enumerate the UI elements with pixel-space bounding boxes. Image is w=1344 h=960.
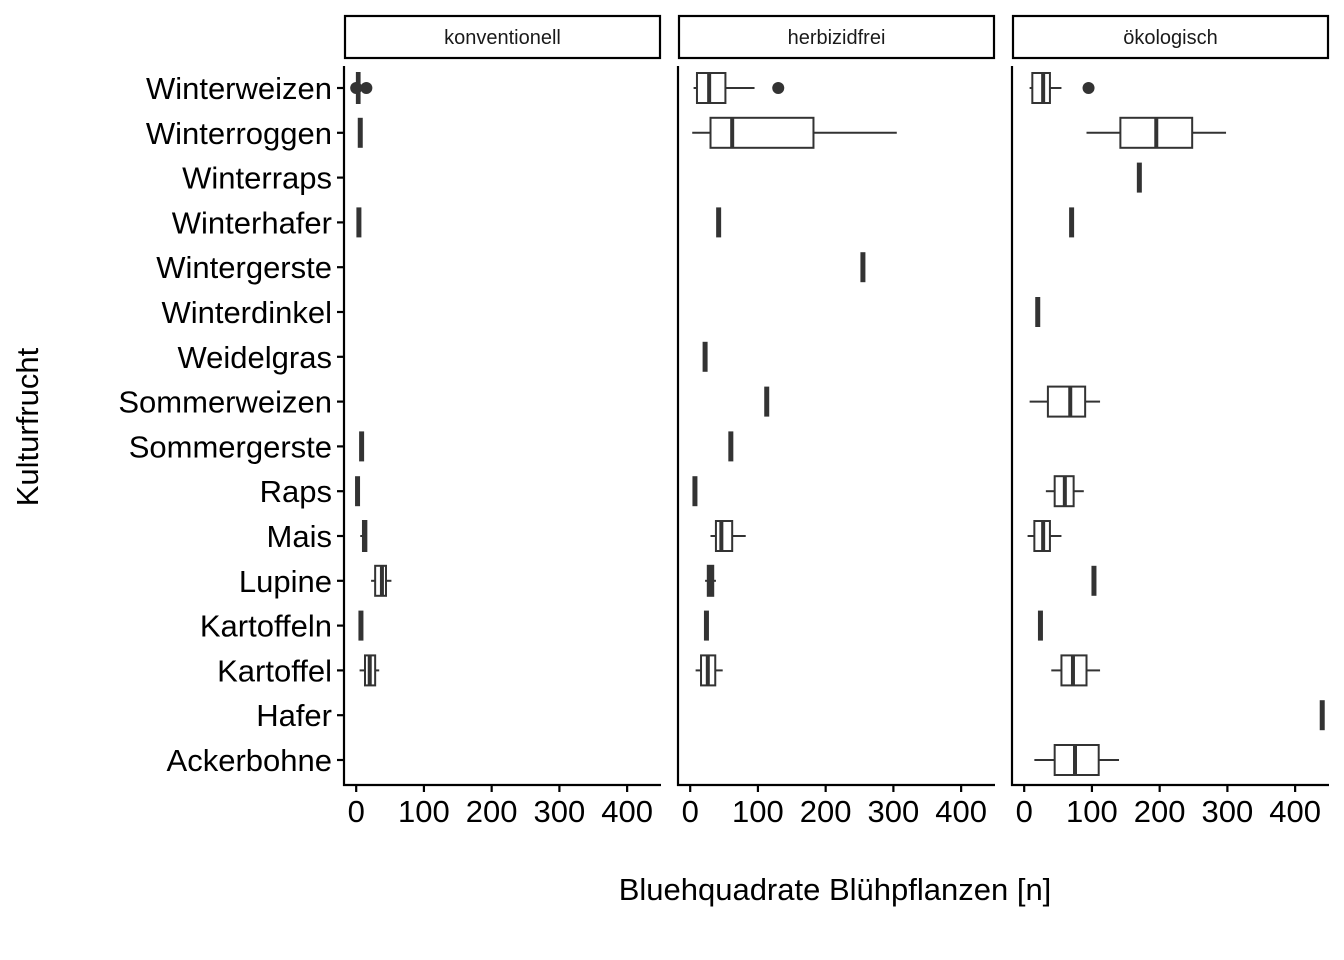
x-tick-label: 100: [398, 794, 450, 829]
y-tick-label: Winterweizen: [146, 71, 332, 106]
y-tick-label: Wintergerste: [156, 250, 332, 285]
facet-strip-label: ökologisch: [1123, 27, 1218, 49]
x-axis-title: Bluehquadrate Blühpflanzen [n]: [619, 872, 1052, 907]
facet-strip-label: herbizidfrei: [788, 27, 886, 49]
x-tick-label: 100: [1066, 794, 1118, 829]
x-tick-label: 400: [935, 794, 987, 829]
box-kartoffel: [695, 654, 723, 687]
y-tick-label: Ackerbohne: [167, 743, 332, 778]
y-tick-label: Weidelgras: [177, 340, 332, 375]
x-tick-label: 0: [1016, 794, 1033, 829]
facet-strip: [343, 14, 662, 60]
y-axis: Winterweizen Winterroggen Winterraps Winter…: [118, 71, 344, 778]
x-tick-label: 200: [1134, 794, 1186, 829]
y-tick-label: Winterroggen: [146, 116, 332, 151]
box-iqr: [1031, 72, 1051, 104]
box-iqr: [1046, 385, 1087, 418]
y-tick-label: Kartoffeln: [200, 609, 332, 644]
box-iqr: [695, 72, 727, 104]
y-tick-label: Hafer: [256, 698, 332, 733]
box-winterweizen: [693, 72, 785, 104]
x-tick-label: 200: [800, 794, 852, 829]
x-tick-label: 100: [732, 794, 784, 829]
x-tick-label: 400: [601, 794, 653, 829]
box-iqr: [714, 520, 734, 552]
box-kartoffel: [359, 654, 380, 687]
x-tick-label: 0: [682, 794, 699, 829]
box-winterweizen: [1029, 72, 1095, 104]
facet-panel: herbizidfrei 0 100 200 300 400: [676, 14, 996, 829]
box-mais: [360, 520, 368, 552]
y-tick-label: Lupine: [239, 564, 332, 599]
box-raps: [1045, 475, 1084, 508]
x-tick-label: 300: [534, 794, 586, 829]
x-tick-label: 0: [348, 794, 365, 829]
outlier-point: [350, 82, 363, 94]
outlier-point: [772, 82, 785, 94]
outlier-point: [1082, 82, 1095, 94]
x-tick-label: 300: [1202, 794, 1254, 829]
y-tick-label: Winterraps: [182, 161, 332, 196]
box-winterroggen: [1086, 116, 1227, 149]
box-mais: [710, 520, 746, 552]
box-lupine: [705, 564, 716, 597]
outlier-point: [360, 82, 373, 94]
y-tick-label: Winterhafer: [172, 205, 332, 240]
y-axis-title: Kulturfrucht: [10, 347, 45, 506]
facet-strip: [1011, 14, 1330, 60]
x-tick-label: 200: [466, 794, 518, 829]
facet-panel: konventionell 0 100 200 300 400: [342, 14, 662, 829]
box-winterroggen: [692, 116, 897, 149]
facet-strip: [677, 14, 996, 60]
facet-strip-label: konventionell: [444, 27, 561, 49]
box-ackerbohne: [1034, 744, 1120, 776]
box-winterweizen: [350, 72, 373, 104]
box-lupine: [371, 564, 392, 597]
facet-panel: ökologisch 0 100 200 300 400: [1010, 14, 1330, 829]
y-tick-label: Sommergerste: [129, 429, 332, 464]
box-kartoffel: [1051, 654, 1101, 687]
y-tick-label: Winterdinkel: [161, 295, 332, 330]
box-mais: [1027, 520, 1062, 552]
y-tick-label: Mais: [267, 519, 332, 554]
y-tick-label: Sommerweizen: [118, 385, 332, 420]
box-sommerweizen: [1029, 385, 1101, 418]
y-tick-label: Kartoffel: [217, 653, 332, 688]
box-iqr: [709, 116, 815, 149]
x-tick-label: 300: [868, 794, 920, 829]
y-tick-label: Raps: [260, 474, 332, 509]
x-tick-label: 400: [1269, 794, 1321, 829]
